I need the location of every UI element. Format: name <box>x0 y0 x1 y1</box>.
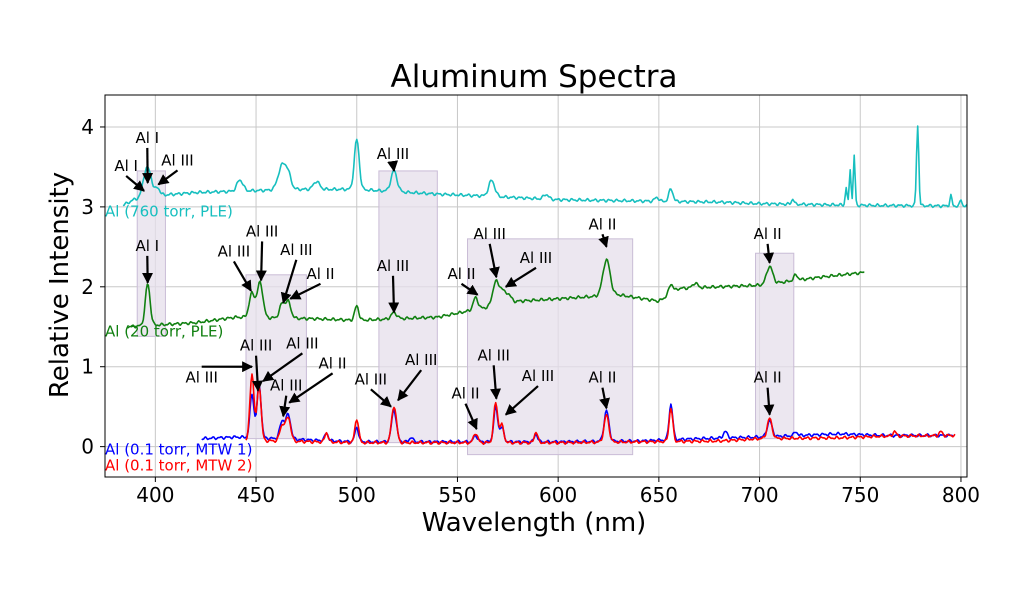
annotation-arrow <box>387 160 399 173</box>
annotation-arrow <box>289 282 321 300</box>
annotation-arrow <box>598 233 609 248</box>
series-label: Al (0.1 torr, MTW 1) <box>105 441 252 459</box>
annotation-label: Al II <box>451 385 479 403</box>
annotation-label: Al III <box>377 145 409 163</box>
x-tick-label: 700 <box>740 483 778 507</box>
annotation-label: Al III <box>377 257 409 275</box>
annotation-label: Al I <box>135 237 159 255</box>
annotation-arrow <box>279 395 291 418</box>
series-line <box>245 373 956 445</box>
plot-frame <box>104 94 968 478</box>
annotation-label: Al III <box>522 367 554 385</box>
annotation-label: Al III <box>473 225 505 243</box>
annotation-label: Al I <box>135 129 159 147</box>
series-label: Al (760 torr, PLE) <box>105 202 233 220</box>
annotation-arrow <box>460 282 479 296</box>
x-tick-label: 650 <box>640 483 678 507</box>
annotation-arrow <box>490 365 502 400</box>
chart-title: Aluminum Spectra <box>391 59 678 95</box>
annotation-arrow <box>763 387 775 416</box>
annotation-label: Al III <box>286 334 318 352</box>
annotation-label: Al II <box>306 265 334 283</box>
series-line <box>122 125 968 209</box>
annotation-arrow <box>252 355 263 392</box>
annotation-arrow <box>464 403 478 431</box>
y-axis-label: Relative Intensity <box>45 172 75 398</box>
annotation-arrow <box>232 260 252 292</box>
annotation-arrow <box>255 241 267 282</box>
x-tick-label: 600 <box>539 483 577 507</box>
annotation-arrow <box>370 388 392 408</box>
annotation-label: Al I <box>114 157 138 175</box>
x-tick-label: 800 <box>942 483 980 507</box>
x-tick-label: 400 <box>136 483 174 507</box>
annotation-arrow <box>763 243 775 264</box>
annotation-arrow <box>504 266 537 288</box>
annotation-label: Al III <box>270 377 302 395</box>
highlight-band <box>378 170 438 444</box>
annotation-label: Al II <box>588 369 616 387</box>
x-tick-label: 500 <box>338 483 376 507</box>
annotation-arrow <box>488 243 500 279</box>
annotation-label: Al III <box>520 249 552 267</box>
annotation-label: Al II <box>319 354 347 372</box>
annotation-arrow <box>504 385 539 416</box>
series-label: Al (0.1 torr, MTW 2) <box>105 457 252 475</box>
annotation-arrow <box>262 352 304 382</box>
annotation-label: Al II <box>754 225 782 243</box>
annotation-label: Al III <box>240 337 272 355</box>
x-tick-label: 550 <box>438 483 476 507</box>
annotation-arrow <box>280 259 298 304</box>
y-tick-label: 1 <box>81 355 94 379</box>
annotation-arrow <box>599 387 610 410</box>
annotation-label: Al III <box>477 346 509 364</box>
annotation-label: Al II <box>754 369 782 387</box>
annotation-arrow <box>288 372 334 404</box>
series-labels: Al (760 torr, PLE) Al (20 torr, PLE) Al (0… <box>105 202 252 474</box>
annotation-label: Al III <box>161 151 193 169</box>
annotation-label: Al III <box>185 369 217 387</box>
y-tick-label: 3 <box>81 195 94 219</box>
highlight-bands <box>136 170 795 456</box>
series-line <box>126 258 865 329</box>
annotation-arrow <box>388 275 400 314</box>
x-tick-label: 750 <box>841 483 879 507</box>
series-label: Al (20 torr, PLE) <box>105 322 223 340</box>
annotation-label: Al III <box>246 222 278 240</box>
x-axis-label: Wavelength (nm) <box>422 508 647 538</box>
annotation-label: Al II <box>588 215 616 233</box>
annotation-label: Al III <box>355 370 387 388</box>
y-tick-label: 2 <box>81 275 94 299</box>
annotation-arrow <box>157 169 179 186</box>
annotation-arrow <box>125 175 145 192</box>
x-tick-label: 450 <box>237 483 275 507</box>
y-tick-label: 0 <box>81 435 94 459</box>
annotation-label: Al III <box>280 241 312 259</box>
annotation-label: Al II <box>447 265 475 283</box>
annotation-label: Al III <box>405 351 437 369</box>
axis-ticks: 400 450 500 550 600 650 700 750 800 0 1 2 3 4 <box>81 115 980 507</box>
spectrum-series <box>122 125 968 445</box>
annotation-label: Al III <box>218 242 250 260</box>
y-tick-label: 4 <box>81 115 94 139</box>
annotation-arrow <box>397 369 423 402</box>
